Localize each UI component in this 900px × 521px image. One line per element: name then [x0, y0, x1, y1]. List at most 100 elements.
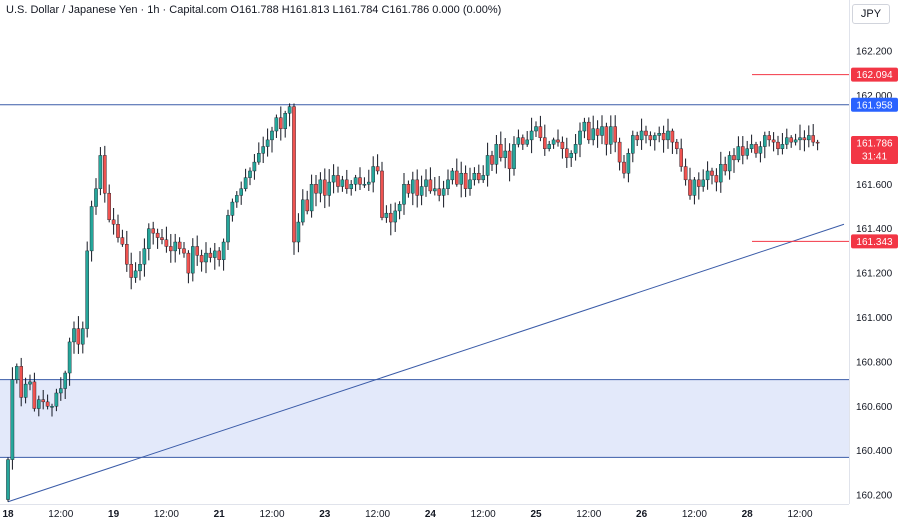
candle-body [380, 170, 384, 218]
candle-body [28, 381, 32, 385]
candle-body [393, 210, 398, 223]
candle-body [516, 137, 521, 145]
candle-body [455, 170, 459, 185]
candle-body [32, 381, 37, 409]
candle-body [168, 246, 173, 252]
candle-body [428, 179, 433, 192]
candle-body [371, 166, 376, 183]
candle-body [340, 179, 345, 187]
candle-body [160, 237, 164, 240]
candle-body [578, 130, 582, 145]
candle-body [472, 172, 477, 181]
price-tick-label: 162.200 [856, 47, 893, 58]
candle-body [133, 270, 138, 278]
candle-body [151, 228, 156, 234]
candle-body [587, 121, 591, 141]
candle-body [582, 121, 587, 132]
time-tick-label: 28 [742, 509, 754, 520]
candle-body [353, 177, 358, 185]
candle-body [406, 184, 411, 194]
candle-body [164, 239, 169, 247]
candle-body [41, 399, 45, 403]
candle-body [485, 155, 490, 176]
candle-body [644, 130, 648, 136]
time-tick-label: 12:00 [576, 509, 601, 520]
candle-body [265, 139, 270, 147]
candle-body [63, 372, 67, 389]
time-tick-label: 18 [2, 509, 14, 520]
candle-body [257, 153, 261, 163]
candle-body [10, 379, 15, 460]
candle-body [710, 170, 714, 176]
candle-body [771, 139, 776, 143]
level-tag [851, 234, 898, 249]
price-axis[interactable]: 162.200162.000161.800161.600161.400161.2… [856, 47, 893, 502]
candle-body [639, 130, 644, 141]
time-tick-label: 19 [108, 509, 120, 520]
candle-body [270, 130, 274, 141]
candle-body [692, 179, 697, 196]
candle-body [481, 175, 486, 181]
time-axis[interactable]: 18 12:00 19 12:00 21 12:00 23 12:00 24 12:00 25 12:… [2, 509, 813, 520]
candle-body [490, 155, 494, 165]
candle-body [314, 184, 318, 194]
symbol-title[interactable]: U.S. Dollar / Japanese Yen · 1h · Capita… [6, 4, 228, 16]
candle-body [274, 117, 279, 132]
candle-body [14, 366, 19, 380]
candle-body [331, 175, 336, 183]
candle-body [199, 255, 204, 263]
chart-header: U.S. Dollar / Japanese Yen · 1h · Capita… [6, 4, 501, 16]
candle-body [534, 126, 538, 132]
candle-body [336, 175, 340, 187]
candle-body [305, 199, 310, 212]
candle-body [45, 401, 50, 407]
candle-body [556, 139, 560, 143]
candle-body [591, 128, 595, 141]
candle-body [450, 170, 455, 181]
time-tick-label: 26 [636, 509, 648, 520]
candle-body [802, 137, 807, 141]
ohlc-readout: O161.788 H161.813 L161.784 C161.786 0.00… [230, 4, 502, 16]
candle-body [477, 172, 481, 181]
candle-body [37, 399, 41, 409]
candle-body [72, 328, 76, 343]
candle-body [635, 135, 639, 141]
candle-body [613, 126, 617, 143]
candle-body [732, 155, 736, 161]
last-price-label: 161.786 [856, 138, 893, 149]
candle-body [296, 221, 301, 243]
candle-body [243, 177, 248, 189]
time-tick-label: 12:00 [365, 509, 390, 520]
candle-body [661, 133, 666, 141]
level-tag-label: 161.343 [856, 237, 893, 248]
candle-body [221, 241, 226, 260]
time-tick-label: 12:00 [154, 509, 179, 520]
candle-body [173, 241, 178, 252]
candle-body [543, 137, 547, 149]
candle-body [116, 224, 120, 238]
candle-body [499, 144, 503, 158]
price-tick-label: 161.200 [856, 269, 893, 280]
currency-selector[interactable]: JPY [852, 4, 890, 24]
candle-body [653, 135, 657, 141]
candle-body [190, 246, 195, 274]
candle-body [287, 106, 292, 114]
candle-body [349, 184, 354, 189]
trendline [7, 223, 845, 503]
candle-body [463, 172, 468, 189]
candle-body [507, 150, 512, 169]
candle-body [142, 248, 147, 265]
candle-body [441, 188, 446, 196]
candle-body [600, 126, 604, 136]
candle-body [670, 130, 675, 143]
candle-body [538, 126, 543, 138]
candle-body [283, 113, 288, 129]
candle-body [705, 170, 710, 181]
candle-body [683, 166, 688, 181]
candle-body [648, 135, 653, 141]
candle-body [780, 144, 785, 149]
candle-body [292, 106, 296, 243]
candle-body [424, 179, 428, 187]
time-tick-label: 12:00 [259, 509, 284, 520]
